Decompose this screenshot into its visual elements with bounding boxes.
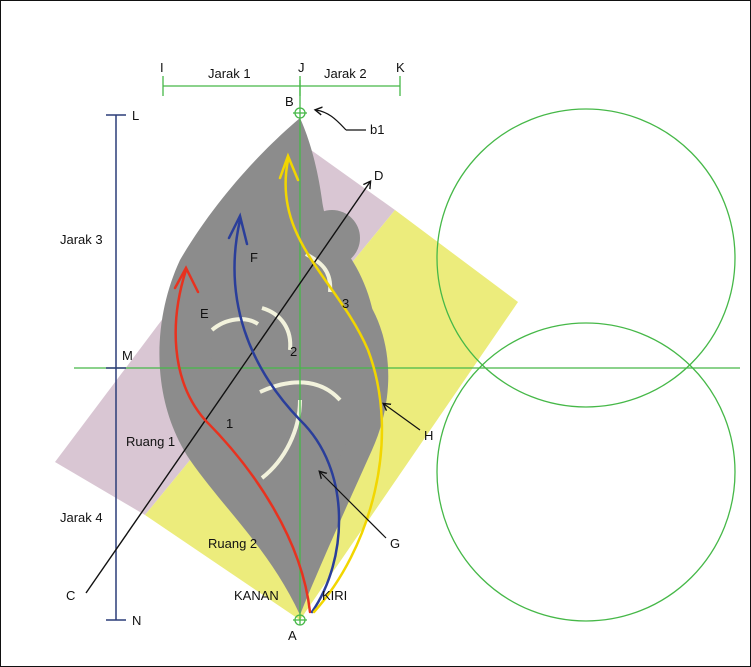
label-b: B	[285, 94, 294, 109]
label-d: D	[374, 168, 383, 183]
label-kiri: KIRI	[322, 588, 347, 603]
yellow-curve	[284, 158, 384, 614]
label-b1: b1	[370, 122, 384, 137]
red-curve	[174, 268, 312, 614]
label-h: H	[424, 428, 433, 443]
label-jarak-3: Jarak 3	[60, 232, 103, 247]
growth-curves	[173, 152, 384, 614]
label-1: 1	[226, 416, 233, 431]
blue-arrowhead	[227, 212, 249, 246]
label-ruang-2: Ruang 2	[208, 536, 257, 551]
blue-curve	[233, 218, 341, 614]
label-3: 3	[342, 296, 349, 311]
label-g: G	[390, 536, 400, 551]
ornament-shape	[159, 118, 389, 615]
green-guides	[74, 76, 740, 626]
label-a: A	[288, 628, 297, 643]
label-j: J	[298, 60, 305, 75]
label-i: I	[160, 60, 164, 75]
label-k: K	[396, 60, 405, 75]
label-l: L	[132, 108, 139, 123]
label-jarak-1: Jarak 1	[208, 66, 251, 81]
label-jarak-2: Jarak 2	[324, 66, 367, 81]
jarak-3-4-measure	[106, 114, 126, 621]
red-arrowhead	[173, 265, 200, 294]
label-2: 2	[290, 344, 297, 359]
axis-c-d	[85, 182, 370, 594]
label-ruang-1: Ruang 1	[126, 434, 175, 449]
label-f: F	[250, 250, 258, 265]
label-m: M	[122, 348, 133, 363]
label-n: N	[132, 613, 141, 628]
diagram-labels: I J K Jarak 1 Jarak 2 Jarak 3 Jarak 4 L …	[60, 60, 433, 643]
label-kanan: KANAN	[234, 588, 279, 603]
yellow-arrowhead	[278, 152, 300, 182]
leader-arrows	[316, 110, 421, 539]
label-e: E	[200, 306, 209, 321]
label-jarak-4: Jarak 4	[60, 510, 103, 525]
label-c: C	[66, 588, 75, 603]
